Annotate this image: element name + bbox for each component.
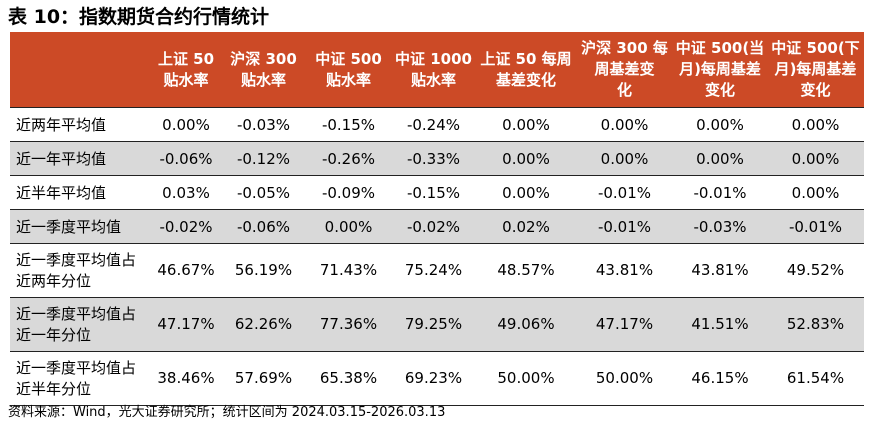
table-cell: 0.03%: [151, 175, 221, 210]
header-cell: 中证 1000 贴水率: [391, 32, 476, 108]
header-cell: 上证 50 每周 基差变化: [476, 32, 576, 108]
table-cell: 47.17%: [576, 297, 673, 352]
table-cell: -0.24%: [391, 107, 476, 142]
table-cell: 0.00%: [767, 107, 864, 142]
table-cell: 41.51%: [673, 297, 767, 352]
table-cell: 43.81%: [576, 243, 673, 298]
table-cell: 62.26%: [221, 297, 306, 352]
table-cell: -0.05%: [221, 175, 306, 210]
table-cell: 0.00%: [476, 141, 576, 176]
table-row: 近一季度平均值 -0.02% -0.06% 0.00% -0.02% 0.02%…: [10, 209, 864, 244]
table-cell: 0.00%: [673, 107, 767, 142]
table-row: 近两年平均值 0.00% -0.03% -0.15% -0.24% 0.00% …: [10, 107, 864, 142]
table-cell: 46.15%: [673, 351, 767, 406]
table-cell: -0.03%: [221, 107, 306, 142]
table-cell: -0.02%: [151, 209, 221, 244]
table-cell: 0.00%: [306, 209, 391, 244]
table-cell: 0.02%: [476, 209, 576, 244]
table-cell: -0.02%: [391, 209, 476, 244]
table-row: 近一季度平均值占近半年分位 38.46% 57.69% 65.38% 69.23…: [10, 351, 864, 406]
table-cell: 79.25%: [391, 297, 476, 352]
table-cell: -0.03%: [673, 209, 767, 244]
table-cell: 71.43%: [306, 243, 391, 298]
table-cell: 48.57%: [476, 243, 576, 298]
table-cell: 0.00%: [673, 141, 767, 176]
source-note: 资料来源：Wind，光大证券研究所；统计区间为 2024.03.15-2026.…: [8, 405, 446, 420]
row-label: 近一季度平均值占近两年分位: [10, 243, 151, 298]
table-cell: 0.00%: [476, 107, 576, 142]
table-cell: -0.15%: [391, 175, 476, 210]
table-cell: 38.46%: [151, 351, 221, 406]
table-cell: -0.15%: [306, 107, 391, 142]
header-cell: 中证 500 贴水率: [306, 32, 391, 108]
header-row: 上证 50 贴水率 沪深 300 贴水率 中证 500 贴水率 中证 1000 …: [10, 32, 864, 108]
table-cell: -0.01%: [673, 175, 767, 210]
table-cell: 46.67%: [151, 243, 221, 298]
row-label: 近一年平均值: [10, 141, 151, 176]
table-cell: -0.12%: [221, 141, 306, 176]
header-cell-corner: [10, 32, 151, 108]
table-cell: 0.00%: [767, 141, 864, 176]
row-label: 近两年平均值: [10, 107, 151, 142]
table-cell: 57.69%: [221, 351, 306, 406]
row-label: 近一季度平均值占近半年分位: [10, 351, 151, 406]
table-cell: 75.24%: [391, 243, 476, 298]
table-cell: -0.01%: [767, 209, 864, 244]
table-row: 近半年平均值 0.03% -0.05% -0.09% -0.15% 0.00% …: [10, 175, 864, 210]
header-cell: 沪深 300 每 周基差变 化: [576, 32, 673, 108]
table-cell: 69.23%: [391, 351, 476, 406]
row-label: 近一季度平均值: [10, 209, 151, 244]
table-cell: 52.83%: [767, 297, 864, 352]
table-cell: -0.09%: [306, 175, 391, 210]
table-cell: 49.52%: [767, 243, 864, 298]
table-cell: 50.00%: [576, 351, 673, 406]
table-cell: -0.06%: [221, 209, 306, 244]
table-cell: 0.00%: [151, 107, 221, 142]
table-cell: 0.00%: [476, 175, 576, 210]
table-cell: 56.19%: [221, 243, 306, 298]
table-cell: 43.81%: [673, 243, 767, 298]
table-row: 近一季度平均值占近两年分位 46.67% 56.19% 71.43% 75.24…: [10, 243, 864, 298]
table-cell: 0.00%: [576, 141, 673, 176]
table-row: 近一年平均值 -0.06% -0.12% -0.26% -0.33% 0.00%…: [10, 141, 864, 176]
row-label: 近一季度平均值占近一年分位: [10, 297, 151, 352]
table-cell: -0.01%: [576, 175, 673, 210]
table-cell: 49.06%: [476, 297, 576, 352]
table-cell: -0.33%: [391, 141, 476, 176]
row-label: 近半年平均值: [10, 175, 151, 210]
table-cell: 47.17%: [151, 297, 221, 352]
table-cell: 0.00%: [576, 107, 673, 142]
table-row: 近一季度平均值占近一年分位 47.17% 62.26% 77.36% 79.25…: [10, 297, 864, 352]
header-cell: 中证 500(当 月)每周基差 变化: [673, 32, 767, 108]
table-cell: -0.06%: [151, 141, 221, 176]
futures-stats-table: 上证 50 贴水率 沪深 300 贴水率 中证 500 贴水率 中证 1000 …: [10, 32, 864, 406]
header-cell: 沪深 300 贴水率: [221, 32, 306, 108]
table-cell: 65.38%: [306, 351, 391, 406]
table-cell: -0.01%: [576, 209, 673, 244]
table-title: 表 10：指数期货合约行情统计: [8, 6, 270, 28]
table-cell: 77.36%: [306, 297, 391, 352]
table-cell: 0.00%: [767, 175, 864, 210]
table-cell: 50.00%: [476, 351, 576, 406]
header-cell: 中证 500(下 月)每周基差 变化: [767, 32, 864, 108]
header-cell: 上证 50 贴水率: [151, 32, 221, 108]
table-cell: 61.54%: [767, 351, 864, 406]
table-cell: -0.26%: [306, 141, 391, 176]
